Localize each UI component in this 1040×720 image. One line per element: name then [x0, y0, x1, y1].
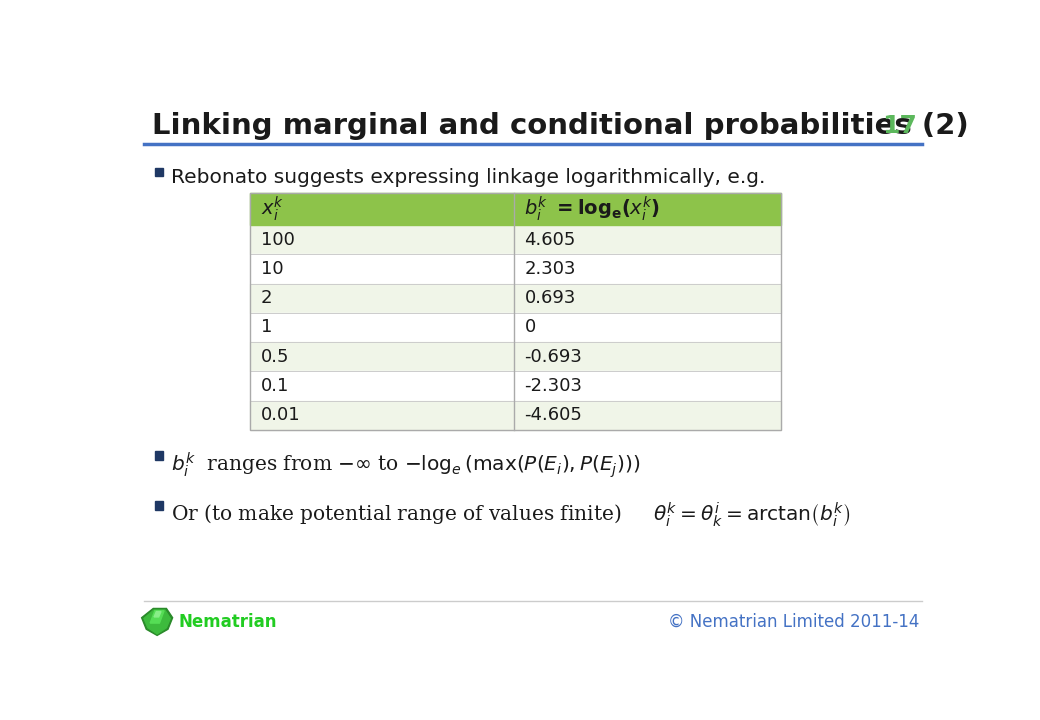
Text: 0.5: 0.5 [261, 348, 289, 366]
Polygon shape [154, 611, 161, 617]
Text: 10: 10 [261, 260, 284, 278]
Text: Rebonato suggests expressing linkage logarithmically, e.g.: Rebonato suggests expressing linkage log… [171, 168, 765, 187]
Text: 17: 17 [882, 114, 916, 138]
Text: Linking marginal and conditional probabilities (2): Linking marginal and conditional probabi… [152, 112, 968, 140]
Text: 0.01: 0.01 [261, 406, 301, 424]
Bar [251, 400, 781, 430]
Text: Nematrian: Nematrian [178, 613, 277, 631]
Text: 2.303: 2.303 [524, 260, 576, 278]
Bar [155, 451, 163, 460]
Text: Or (to make potential range of values finite)     $\theta_i^k = \theta_k^i = \ar: Or (to make potential range of values fi… [171, 500, 851, 528]
Polygon shape [141, 608, 173, 636]
Text: 0: 0 [524, 318, 536, 336]
Text: $\mathit{b}_i^k$ $\mathbf{= log_e(}$$\mathit{x}_i^k$$\mathbf{)}$: $\mathit{b}_i^k$ $\mathbf{= log_e(}$$\ma… [524, 194, 660, 223]
Bar [251, 284, 781, 312]
Text: -4.605: -4.605 [524, 406, 582, 424]
Text: $\mathit{x}_i^k$: $\mathit{x}_i^k$ [261, 194, 284, 223]
Text: © Nematrian Limited 2011-14: © Nematrian Limited 2011-14 [668, 613, 919, 631]
Bar [251, 193, 781, 225]
Bar [251, 193, 781, 430]
Text: -2.303: -2.303 [524, 377, 582, 395]
Bar [251, 254, 781, 284]
Polygon shape [150, 611, 164, 623]
Polygon shape [144, 610, 171, 634]
Text: 0.693: 0.693 [524, 289, 576, 307]
Bar [251, 312, 781, 342]
Text: 4.605: 4.605 [524, 230, 576, 248]
Bar [251, 372, 781, 400]
Text: 0.1: 0.1 [261, 377, 289, 395]
Bar [155, 501, 163, 510]
Text: $b_i^k$  ranges from $-\infty$ to $-\log_e(\max(P(E_i),P(E_j)))$: $b_i^k$ ranges from $-\infty$ to $-\log_… [171, 450, 641, 480]
Text: 100: 100 [261, 230, 295, 248]
Bar [251, 342, 781, 372]
Bar [155, 168, 163, 176]
Text: 1: 1 [261, 318, 272, 336]
Text: 2: 2 [261, 289, 272, 307]
Bar [251, 225, 781, 254]
Text: -0.693: -0.693 [524, 348, 582, 366]
